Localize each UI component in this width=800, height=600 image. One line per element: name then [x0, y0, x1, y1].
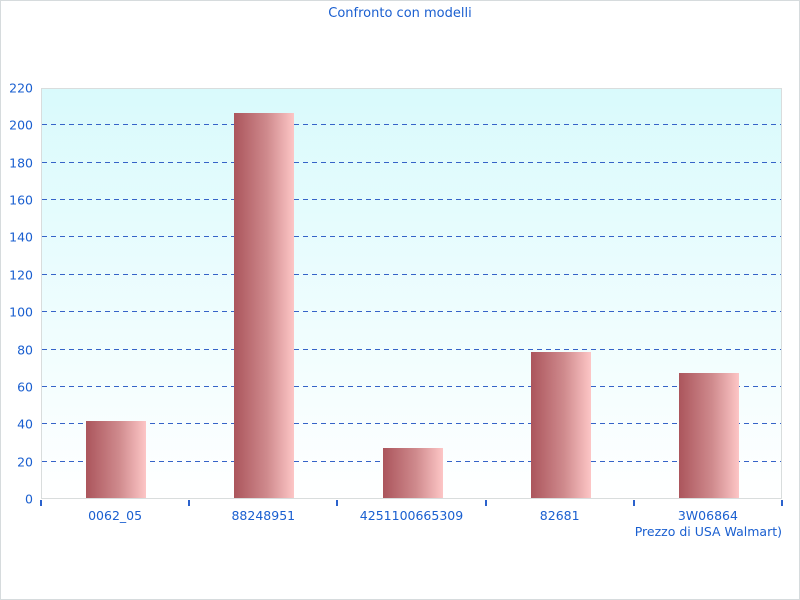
bar-82681 [530, 352, 591, 498]
gridline-200 [42, 124, 781, 126]
y-tick-label-140: 140 [9, 229, 33, 245]
x-tick-label-4251100665309: 4251100665309 [359, 508, 464, 523]
y-tick-label-20: 20 [17, 454, 33, 470]
x-tick-label-88248951: 88248951 [231, 508, 296, 523]
y-tick-label-180: 180 [9, 155, 33, 171]
y-tick-label-0: 0 [25, 491, 33, 507]
x-axis-tick-1 [188, 500, 191, 506]
y-tick-label-40: 40 [17, 416, 33, 432]
chart-title: Confronto con modelli [328, 6, 472, 21]
plot-area [41, 88, 782, 499]
gridline-80 [42, 348, 781, 350]
x-axis-caption: Prezzo di USA Walmart) [634, 524, 782, 539]
y-tick-label-160: 160 [9, 192, 33, 208]
y-tick-label-200: 200 [9, 117, 33, 133]
x-tick-label-3W06864: 3W06864 [677, 508, 738, 523]
gridline-140 [42, 236, 781, 238]
bar-0062_05 [86, 421, 147, 498]
gridline-100 [42, 311, 781, 313]
gridline-160 [42, 199, 781, 201]
x-axis-tick-4 [632, 500, 635, 506]
y-tick-label-220: 220 [9, 80, 33, 96]
bar-3W06864 [678, 373, 739, 498]
y-tick-label-80: 80 [17, 342, 33, 358]
bar-4251100665309 [382, 448, 443, 498]
x-axis-tick-0 [40, 500, 42, 506]
gridline-60 [42, 385, 781, 387]
x-axis-tick-3 [484, 500, 487, 506]
gridline-40 [42, 423, 781, 425]
bar-88248951 [234, 113, 295, 498]
gridline-180 [42, 161, 781, 163]
y-tick-label-100: 100 [9, 304, 33, 320]
y-tick-label-60: 60 [17, 379, 33, 395]
x-tick-label-82681: 82681 [539, 508, 580, 523]
y-tick-label-120: 120 [9, 267, 33, 283]
x-tick-label-0062_05: 0062_05 [88, 508, 143, 523]
x-axis-tick-2 [336, 500, 339, 506]
x-axis-tick-5 [781, 500, 783, 506]
gridline-120 [42, 273, 781, 275]
